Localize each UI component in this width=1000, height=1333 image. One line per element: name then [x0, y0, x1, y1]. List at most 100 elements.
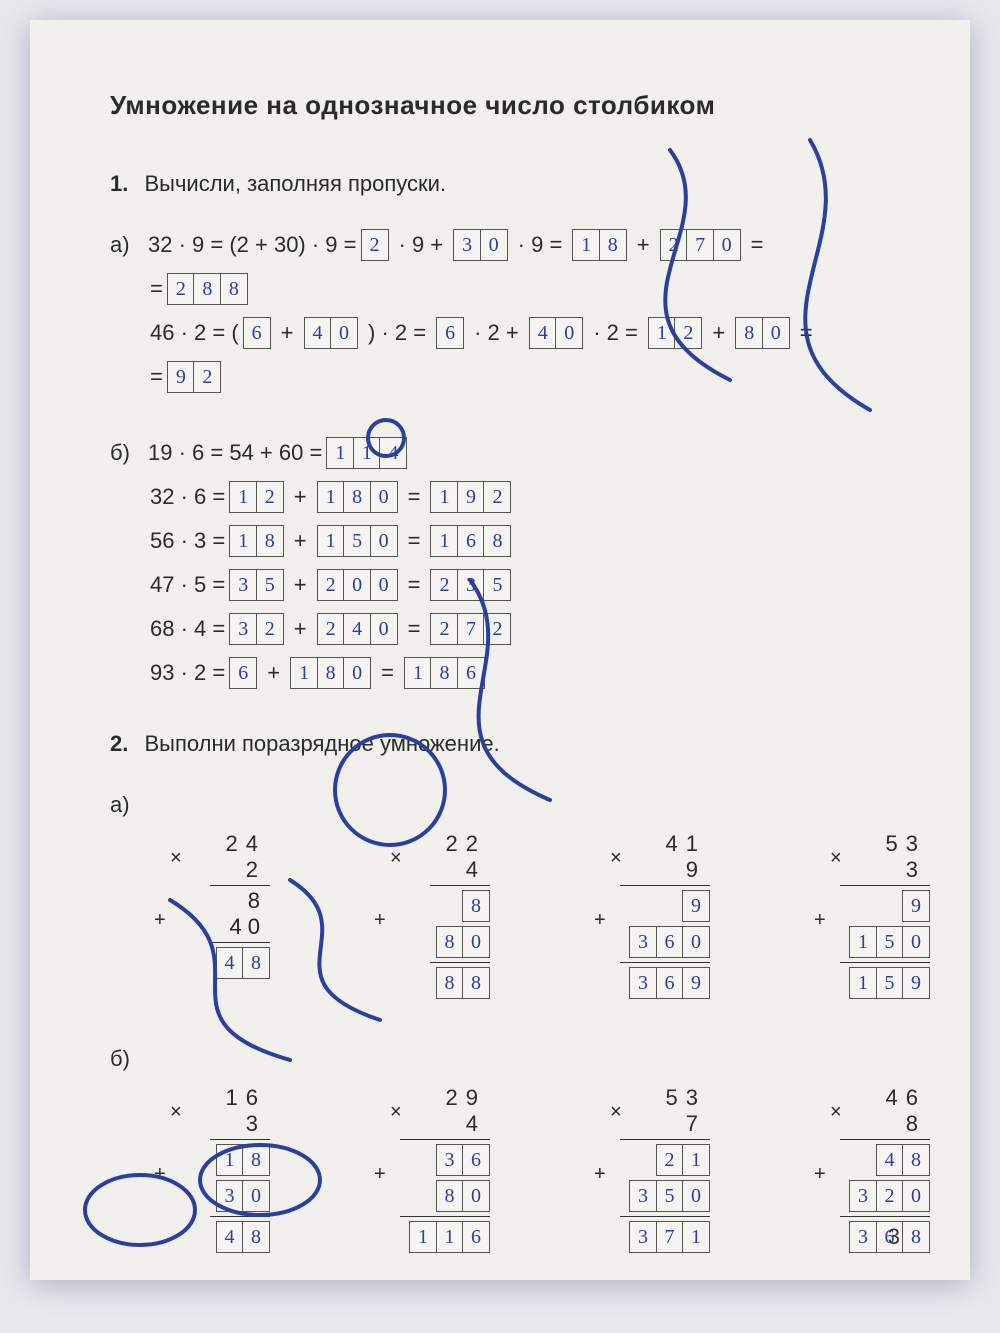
cell: 3: [629, 1221, 657, 1253]
cell: 0: [343, 657, 371, 689]
cell: 8: [735, 317, 763, 349]
cell: 9: [902, 890, 930, 922]
op: +: [281, 315, 294, 351]
column-row: 24×28+404822×48+808841×99+36036953×39+15…: [150, 831, 930, 1001]
text: 56 · 3 =: [150, 523, 225, 559]
cells: 9: [902, 890, 930, 922]
cell: 1: [430, 525, 458, 557]
cell: 1: [326, 437, 354, 469]
cells: 12: [229, 481, 284, 513]
op: · 9 +: [399, 227, 444, 263]
cell: 8: [436, 1180, 464, 1212]
cell: 1: [682, 1144, 710, 1176]
column-multiplication: 22×48+8088: [370, 831, 490, 1001]
cells: 36: [436, 1144, 491, 1176]
op: · 9 =: [518, 227, 563, 263]
task1-num: 1.: [110, 171, 128, 196]
cell: 8: [483, 525, 511, 557]
cell: 0: [682, 1180, 710, 1212]
text: 22: [446, 831, 490, 857]
cell: 6: [462, 1221, 490, 1253]
cell: 8: [902, 1221, 930, 1253]
text: +: [814, 909, 826, 932]
cells: 12: [648, 317, 703, 349]
cells: 48: [216, 947, 271, 979]
op: ) · 2 =: [368, 315, 426, 351]
cell: 8: [430, 657, 458, 689]
text: ×: [390, 847, 402, 870]
task1a-line1b: = 288: [150, 271, 930, 307]
cell: 4: [216, 1221, 244, 1253]
cell: 1: [290, 657, 318, 689]
cell: 8: [462, 890, 490, 922]
cell: 2: [317, 613, 345, 645]
cells: 80: [436, 1180, 491, 1212]
cell: 8: [220, 273, 248, 305]
cell: 1: [436, 1221, 464, 1253]
task1-text: Вычисли, заполняя пропуски.: [144, 171, 446, 196]
cell: 1: [430, 481, 458, 513]
cell: 4: [529, 317, 557, 349]
cell: 2: [674, 317, 702, 349]
cells: 40: [304, 317, 359, 349]
cells: 371: [629, 1221, 710, 1253]
cells: 40: [529, 317, 584, 349]
cell: 8: [242, 947, 270, 979]
text: 53: [666, 1085, 710, 1111]
cell: 0: [242, 1180, 270, 1212]
cell: 0: [682, 926, 710, 958]
column-multiplication: 53×39+150159: [810, 831, 930, 1001]
cell: 8: [256, 525, 284, 557]
cell: 5: [876, 967, 904, 999]
cells: 18: [572, 229, 627, 261]
cell: 0: [462, 1180, 490, 1212]
text: +: [814, 1163, 826, 1186]
cell: 3: [629, 926, 657, 958]
task1-header: 1. Вычисли, заполняя пропуски.: [110, 171, 930, 197]
cell: 2: [656, 1144, 684, 1176]
cell: 7: [656, 1221, 684, 1253]
task1b-row: 56 · 3 =18+150=168: [150, 523, 930, 559]
cells: 272: [430, 613, 511, 645]
cell: 5: [256, 569, 284, 601]
cell: 0: [462, 926, 490, 958]
cells: 6: [436, 317, 464, 349]
cell: 6: [243, 317, 271, 349]
cells: 18: [229, 525, 284, 557]
cell: 6: [457, 657, 485, 689]
cells: 32: [229, 613, 284, 645]
page-title: Умножение на однозначное число столбиком: [110, 90, 930, 121]
text: 4: [466, 1111, 490, 1137]
text: 41: [666, 831, 710, 857]
text: 4: [466, 857, 490, 883]
cell: 2: [317, 569, 345, 601]
cells: 150: [317, 525, 398, 557]
task2b: б)16×318+304829×436+8011653×721+35037146…: [110, 1041, 930, 1255]
cell: 6: [457, 525, 485, 557]
cells: 150: [849, 926, 930, 958]
text: 9: [686, 857, 710, 883]
cells: 270: [660, 229, 741, 261]
cells: 186: [404, 657, 485, 689]
cells: 35: [229, 569, 284, 601]
label-b: б): [110, 435, 144, 471]
cell: 5: [656, 1180, 684, 1212]
task1b: б)19 · 6 = 54 + 60 =11432 · 6 =12+180=19…: [110, 435, 930, 691]
cell: 1: [849, 967, 877, 999]
cells: 192: [430, 481, 511, 513]
cell: 8: [462, 967, 490, 999]
op: =: [800, 315, 813, 351]
text: 8: [906, 1111, 930, 1137]
text: 32 · 6 =: [150, 479, 225, 515]
cell: 0: [555, 317, 583, 349]
cells: 180: [290, 657, 371, 689]
text: +: [294, 567, 307, 603]
text: 47 · 5 =: [150, 567, 225, 603]
label-a: а): [110, 227, 144, 263]
cells: 18: [216, 1144, 271, 1176]
cell: 1: [317, 481, 345, 513]
cell: 1: [409, 1221, 437, 1253]
column-multiplication: 16×318+3048: [150, 1085, 270, 1255]
op: · 2 =: [593, 315, 638, 351]
text: 68 · 4 =: [150, 611, 225, 647]
